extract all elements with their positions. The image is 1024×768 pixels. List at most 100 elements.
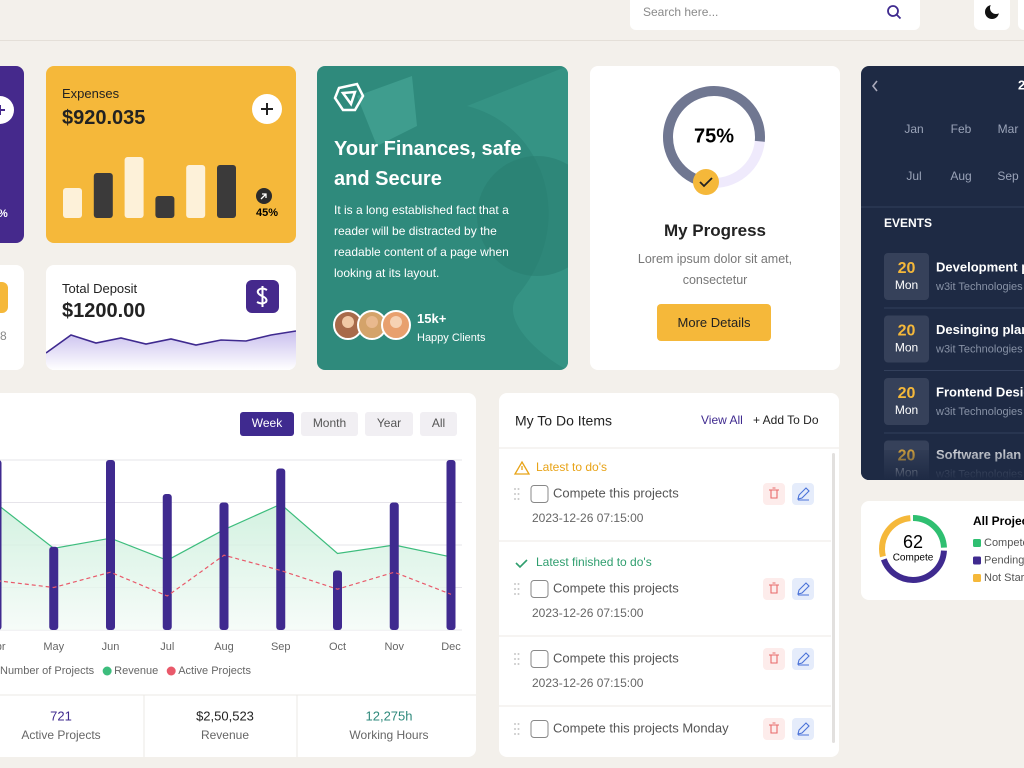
events-title: EVENTS — [884, 216, 932, 230]
side-label: % — [0, 208, 8, 220]
bar — [162, 494, 172, 630]
edit-button[interactable] — [792, 718, 814, 740]
progress-title: My Progress — [663, 221, 767, 240]
period-tab[interactable] — [365, 412, 413, 436]
add-todo-link[interactable]: + Add To Do — [753, 413, 819, 427]
group-label: Latest finished to do's — [536, 555, 652, 569]
event-org: w3it Technologies — [935, 281, 1023, 293]
period-tab[interactable] — [301, 412, 358, 436]
more-details-button[interactable]: More Details — [657, 304, 771, 341]
calendar-year: 2 — [1018, 77, 1024, 92]
drag-handle — [514, 593, 516, 595]
check-icon — [699, 177, 713, 188]
event-title[interactable]: Desinging plan — [936, 322, 1024, 337]
event-org: w3it Technologies — [935, 343, 1023, 355]
top-divider — [0, 40, 1024, 41]
projects-card: All ProjectsCompetePendingNot Started62C… — [861, 501, 1024, 600]
line — [46, 330, 296, 354]
x-tick-label: May — [43, 641, 64, 653]
statistics-card: 721 Active Projects $2,50,523 Revenue 12… — [0, 393, 476, 757]
period-tab[interactable] — [420, 412, 457, 436]
drag-handle — [517, 723, 520, 725]
svg-shape — [985, 2, 1002, 19]
pencil-icon — [797, 487, 810, 501]
month[interactable]: Aug — [950, 169, 971, 183]
event-weekday: Mon — [895, 403, 918, 417]
drag-handle — [514, 733, 516, 735]
delete-button[interactable] — [763, 718, 785, 740]
expenses-card: Expenses $920.035 45% — [46, 66, 296, 243]
todo-date: 2023-12-26 07:15:00 — [532, 511, 644, 525]
event-title[interactable]: Development plan — [936, 259, 1024, 274]
month[interactable]: Mar — [998, 122, 1019, 136]
month[interactable]: Sep — [997, 169, 1019, 183]
status-icon — [513, 460, 531, 475]
stat-value: 721 — [50, 708, 72, 723]
delete-button[interactable] — [763, 578, 785, 600]
legend-label: Active Projects — [178, 665, 251, 677]
view-all-link[interactable]: View All — [701, 413, 743, 427]
month[interactable]: Jul — [906, 169, 921, 183]
period-tab-label[interactable]: Year — [377, 416, 401, 430]
stat-label: Working Hours — [349, 728, 428, 742]
line — [0, 554, 452, 597]
checkbox[interactable] — [530, 580, 549, 598]
scrollbar[interactable] — [832, 453, 835, 743]
donut-segment — [879, 515, 947, 583]
delete-button[interactable] — [763, 483, 785, 505]
card-amount: $920.035 — [62, 107, 146, 129]
todo-text: Compete this projects — [553, 580, 679, 595]
header-button[interactable] — [1018, 0, 1024, 30]
period-tab-label[interactable]: Month — [313, 416, 346, 430]
progress-card: 75% My Progress Lorem ipsum dolor sit am… — [590, 66, 840, 370]
side-card-white: 8 — [0, 265, 24, 370]
x-tick-label: Apr — [0, 641, 6, 653]
event-weekday: Mon — [895, 341, 918, 355]
drag-handle — [517, 653, 520, 655]
todo-date: 2023-12-26 07:15:00 — [532, 676, 644, 690]
event-title[interactable]: Frontend Design — [936, 384, 1024, 399]
drag-handle — [517, 588, 520, 590]
trash-icon — [769, 722, 779, 734]
donut-title: All Projects — [973, 514, 1024, 528]
circle-shape — [477, 156, 568, 276]
month[interactable]: Feb — [951, 122, 972, 136]
group-label: Latest to do's — [536, 460, 607, 474]
prev-button[interactable] — [871, 80, 878, 92]
checkbox[interactable] — [530, 650, 549, 668]
edit-button[interactable] — [792, 648, 814, 670]
path-shape — [467, 66, 568, 370]
checkbox[interactable] — [530, 720, 549, 738]
month[interactable]: Jan — [904, 122, 923, 136]
circle-shape — [990, 2, 1002, 14]
annotation: 45% — [256, 207, 278, 219]
todo-card: My To Do Items View All + Add To Do Late… — [499, 393, 839, 757]
search-icon[interactable] — [886, 4, 902, 20]
checkbox[interactable] — [530, 485, 549, 503]
edit-button[interactable] — [792, 578, 814, 600]
period-tab[interactable] — [240, 412, 294, 436]
legend-label: Number of Projects — [0, 665, 95, 677]
legend-label: Compete — [984, 537, 1024, 549]
donut-segment — [879, 515, 947, 583]
todo-text: Compete this projects — [553, 650, 679, 665]
trash-icon — [769, 487, 779, 499]
period-tab-label[interactable]: All — [432, 416, 445, 430]
legend-dot — [102, 666, 112, 676]
projects-donut: All ProjectsCompetePendingNot Started62C… — [879, 514, 1024, 584]
delete-button[interactable] — [763, 648, 785, 670]
side-card-purple: % — [0, 66, 24, 243]
theme-button[interactable] — [974, 0, 1010, 30]
pencil-icon — [797, 722, 810, 736]
search-box[interactable]: Search here... — [630, 0, 920, 30]
period-tab-label[interactable]: Week — [252, 416, 283, 430]
donut-total: 62 — [903, 532, 923, 552]
todo-text: Compete this projects Monday — [553, 720, 729, 735]
bar — [276, 468, 286, 630]
edit-button[interactable] — [792, 483, 814, 505]
card-amount: $1200.00 — [62, 300, 146, 322]
legend-swatch — [973, 556, 981, 565]
svg-shape: 8 — [0, 282, 8, 343]
status-icon — [515, 559, 528, 569]
trash-icon — [769, 652, 779, 664]
